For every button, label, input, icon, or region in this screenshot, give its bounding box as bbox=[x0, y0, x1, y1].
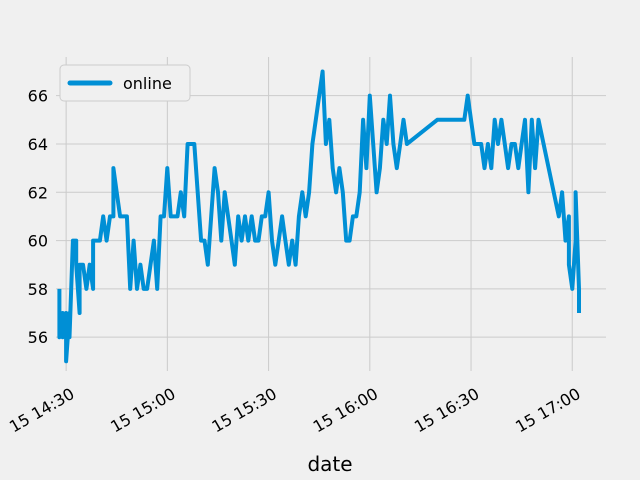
y-tick-label: 64 bbox=[28, 135, 48, 154]
series-layer bbox=[57, 69, 581, 364]
legend: online bbox=[59, 64, 191, 102]
y-tick-label: 56 bbox=[28, 328, 48, 347]
y-tick-label: 58 bbox=[28, 280, 48, 299]
y-tick-label: 62 bbox=[28, 183, 48, 202]
y-tick-label: 66 bbox=[28, 87, 48, 106]
legend-label-online: online bbox=[123, 74, 172, 93]
x-axis-title: date bbox=[307, 452, 352, 476]
legend-box bbox=[59, 64, 191, 102]
series-line-online bbox=[57, 69, 581, 364]
y-tick-label: 60 bbox=[28, 232, 48, 251]
grid bbox=[56, 57, 606, 371]
